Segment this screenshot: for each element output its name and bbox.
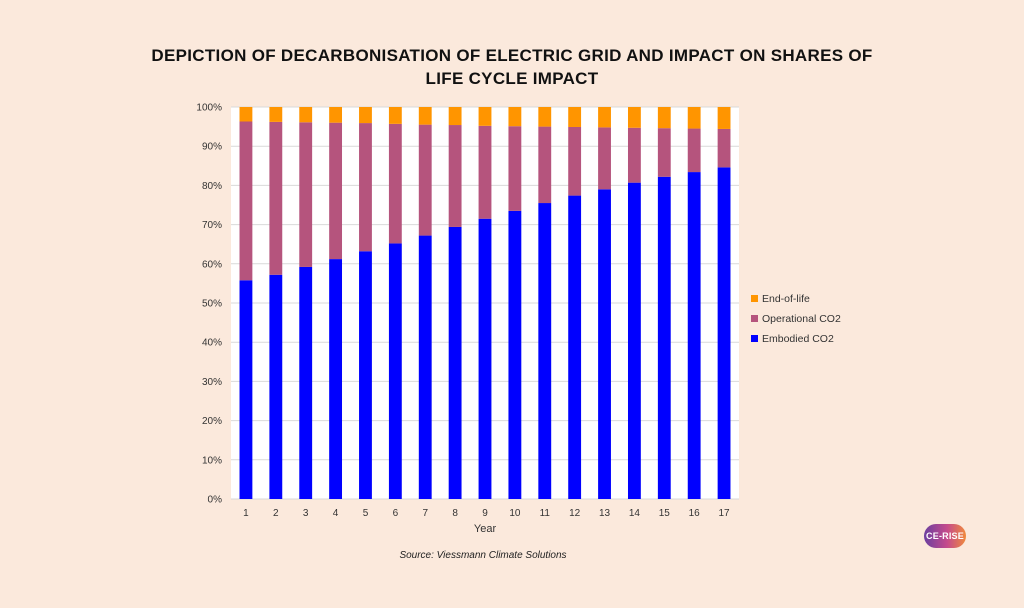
x-tick-label: 9 xyxy=(482,508,488,519)
bar-embodied-year-3 xyxy=(299,266,313,499)
legend-swatch xyxy=(751,315,758,322)
y-tick-label: 80% xyxy=(202,181,222,192)
x-tick-label: 5 xyxy=(363,508,369,519)
bar-operational-year-8 xyxy=(448,125,462,227)
legend: End-of-life Operational CO2 Embodied CO2 xyxy=(751,293,841,345)
bar-embodied-year-4 xyxy=(329,259,343,499)
y-tick-label: 60% xyxy=(202,259,222,270)
bar-operational-year-7 xyxy=(418,124,432,236)
bar-operational-year-12 xyxy=(568,126,582,196)
legend-label: End-of-life xyxy=(762,293,810,305)
y-tick-label: 100% xyxy=(196,103,222,114)
bar-embodied-year-10 xyxy=(508,210,522,499)
bar-embodied-year-6 xyxy=(388,243,402,499)
x-tick-label: 12 xyxy=(569,508,581,519)
bar-embodied-year-5 xyxy=(359,251,372,499)
bar-embodied-year-17 xyxy=(717,167,731,500)
x-tick-label: 1 xyxy=(243,508,249,519)
bar-end-of-life-year-16 xyxy=(687,107,701,129)
bar-embodied-year-2 xyxy=(269,274,283,499)
x-tick-label: 4 xyxy=(333,508,339,519)
bar-end-of-life-year-17 xyxy=(717,107,731,129)
y-tick-label: 70% xyxy=(202,220,222,231)
bar-end-of-life-year-12 xyxy=(568,107,582,127)
legend-swatch xyxy=(751,335,758,342)
bar-end-of-life-year-3 xyxy=(299,107,313,123)
bar-embodied-year-8 xyxy=(448,226,462,499)
bar-embodied-year-11 xyxy=(538,203,552,500)
bar-end-of-life-year-10 xyxy=(508,107,522,127)
bar-operational-year-3 xyxy=(299,122,313,267)
bar-end-of-life-year-13 xyxy=(598,107,611,128)
y-tick-labels: 0% 10% 20% 30% 40% 50% 60% 70% 80% 90% 100% xyxy=(196,103,222,506)
bar-operational-year-11 xyxy=(538,126,552,204)
bar-end-of-life-year-7 xyxy=(418,107,432,125)
bar-end-of-life-year-11 xyxy=(538,107,552,127)
bar-embodied-year-16 xyxy=(687,172,701,499)
chart-title-line-1: DEPICTION OF DECARBONISATION OF ELECTRIC… xyxy=(151,46,873,65)
legend-label: Embodied CO2 xyxy=(762,333,834,345)
x-tick-label: 8 xyxy=(452,508,458,519)
x-tick-label: 14 xyxy=(629,508,641,519)
y-tick-label: 40% xyxy=(202,338,222,349)
bar-embodied-year-7 xyxy=(418,235,432,500)
bar-operational-year-9 xyxy=(478,125,492,219)
bar-end-of-life-year-4 xyxy=(329,107,343,123)
x-tick-label: 16 xyxy=(689,508,701,519)
bar-end-of-life-year-6 xyxy=(388,107,402,124)
y-tick-label: 10% xyxy=(202,455,222,466)
bar-embodied-year-13 xyxy=(598,189,611,499)
bar-embodied-year-9 xyxy=(478,218,492,499)
bar-operational-year-5 xyxy=(359,123,372,252)
source-note: Source: Viessmann Climate Solutions xyxy=(399,550,567,561)
legend-label: Operational CO2 xyxy=(762,313,841,325)
y-tick-label: 90% xyxy=(202,142,222,153)
x-tick-label: 13 xyxy=(599,508,611,519)
x-tick-label: 7 xyxy=(422,508,428,519)
x-tick-label: 10 xyxy=(509,508,521,519)
bar-operational-year-14 xyxy=(627,127,641,183)
bar-operational-year-6 xyxy=(388,123,402,244)
bar-embodied-year-15 xyxy=(657,176,671,499)
x-tick-label: 2 xyxy=(273,508,279,519)
bar-operational-year-15 xyxy=(657,128,671,177)
y-tick-label: 50% xyxy=(202,299,222,310)
bar-end-of-life-year-2 xyxy=(269,107,283,122)
chart-title: DEPICTION OF DECARBONISATION OF ELECTRIC… xyxy=(0,44,1024,90)
y-tick-label: 20% xyxy=(202,416,222,427)
bar-embodied-year-12 xyxy=(568,195,582,500)
bar-operational-year-2 xyxy=(269,121,283,275)
x-axis-label: Year xyxy=(474,523,497,535)
bars xyxy=(239,107,731,500)
bar-operational-year-17 xyxy=(717,128,731,168)
x-tick-label: 15 xyxy=(659,508,671,519)
bar-operational-year-16 xyxy=(687,128,701,173)
x-tick-labels: 1 2 3 4 5 6 7 8 9 10 11 12 13 14 15 16 17 xyxy=(243,508,730,519)
y-tick-label: 0% xyxy=(208,495,223,506)
bar-embodied-year-1 xyxy=(239,280,253,499)
bar-operational-year-10 xyxy=(508,126,522,211)
legend-swatch xyxy=(751,295,758,302)
bar-operational-year-1 xyxy=(239,121,253,281)
x-tick-label: 11 xyxy=(540,508,551,519)
x-tick-label: 17 xyxy=(718,508,730,519)
bar-end-of-life-year-14 xyxy=(627,107,641,128)
ce-rise-logo: CE-RISE xyxy=(924,524,966,548)
bar-end-of-life-year-9 xyxy=(478,107,492,126)
bar-embodied-year-14 xyxy=(627,182,641,499)
bar-end-of-life-year-5 xyxy=(359,107,372,124)
bar-operational-year-4 xyxy=(329,122,343,260)
x-tick-label: 3 xyxy=(303,508,309,519)
chart-title-line-2: LIFE CYCLE IMPACT xyxy=(425,69,599,88)
y-tick-label: 30% xyxy=(202,377,222,388)
bar-end-of-life-year-15 xyxy=(657,107,671,129)
x-tick-label: 6 xyxy=(393,508,399,519)
bar-end-of-life-year-8 xyxy=(448,107,462,126)
bar-operational-year-13 xyxy=(598,127,611,190)
bar-end-of-life-year-1 xyxy=(239,107,253,122)
